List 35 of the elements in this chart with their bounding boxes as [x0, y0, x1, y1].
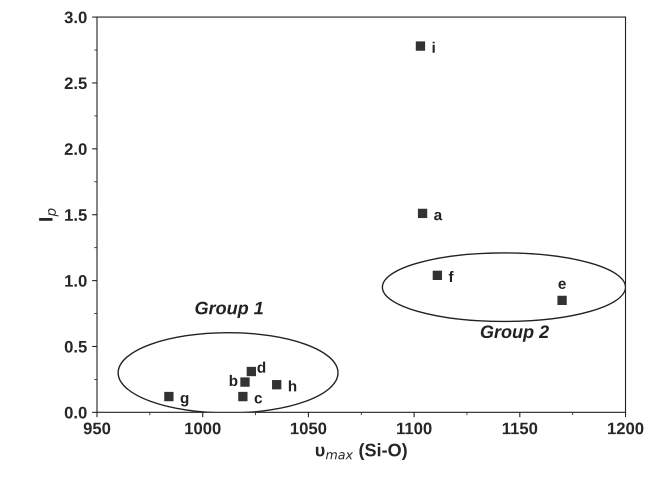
series-label: f [448, 270, 454, 282]
x-axis-title: υ$_{max}$ (Si-O) [316, 443, 407, 460]
series-label: a [434, 212, 442, 220]
point [418, 208, 428, 218]
x-tick-label: 1150 [502, 422, 538, 434]
point [272, 380, 282, 390]
y-tick-label: 2.0 [64, 143, 87, 156]
y-tick-label: 0.5 [64, 340, 87, 353]
y-tick-label: 3.0 [64, 11, 87, 24]
series-label: b [230, 374, 238, 386]
y-axis-title: I$_{p}$ [39, 208, 59, 221]
series-label: d [258, 362, 266, 373]
series-label: e [558, 280, 566, 290]
series-label: g [180, 394, 188, 406]
point [246, 366, 256, 376]
y-tick-label: 1.0 [65, 275, 87, 287]
point [557, 296, 567, 306]
point [238, 392, 248, 402]
point [416, 41, 426, 51]
point [164, 392, 174, 402]
point [240, 377, 250, 387]
series-label: c [254, 395, 262, 404]
annotation: Group 1 [195, 302, 263, 318]
annotation: Group 2 [480, 325, 549, 342]
y-tick-label: 2.5 [64, 77, 87, 90]
x-tick-label: 1200 [608, 422, 644, 434]
point [432, 270, 442, 280]
y-tick-label: 0.0 [64, 406, 87, 419]
y-tick-label: 1.5 [65, 209, 87, 221]
x-tick-label: 1000 [185, 422, 221, 434]
x-tick-label: 1100 [397, 422, 432, 434]
x-tick-label: 950 [84, 422, 110, 434]
x-tick-label: 1050 [290, 422, 326, 434]
series-label: i [432, 42, 435, 53]
series-label: h [288, 380, 296, 392]
